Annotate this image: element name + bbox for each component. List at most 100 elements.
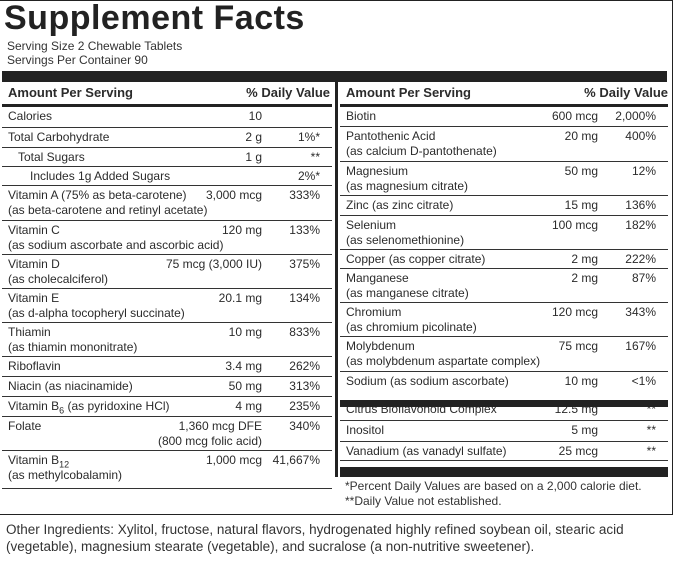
nutrient-daily-value: <1% (631, 374, 656, 388)
nutrient-name: Biotin (346, 109, 377, 123)
right-column-header: Amount Per Serving % Daily Value (340, 82, 668, 107)
nutrient-amount: 600 mcg (551, 109, 598, 123)
dv-header: % Daily Value (584, 85, 668, 100)
nutrient-source: (as manganese citrate) (346, 286, 469, 300)
left-row: Vitamin B12 (as methylcobalamin) 1,000 mcg… (2, 451, 332, 489)
left-row: Folate 1,360 mcg DFE (800 mcg folic acid) 3… (2, 417, 332, 451)
nutrient-daily-value: 182% (625, 218, 656, 232)
nutrient-daily-value: 340% (289, 419, 320, 433)
other-ingredients: Other Ingredients: Xylitol, fructose, na… (6, 522, 624, 554)
nutrient-source: (as methylcobalamin) (8, 468, 123, 482)
left-row: Vitamin A (75% as beta-carotene) (as beta… (2, 186, 332, 221)
nutrient-amount: 10 mg (564, 374, 598, 388)
right-row: Sodium (as sodium ascorbate) 10 mg <1% (340, 372, 668, 392)
nutrient-name: Zinc (as zinc citrate) (346, 198, 454, 212)
left-row: Vitamin D (as cholecalciferol) 75 mcg (3,0… (2, 255, 332, 289)
nutrient-source: (as magnesium citrate) (346, 179, 469, 193)
nutrient-amount: 20 mg (564, 129, 598, 143)
left-row: Total Sugars 1 g ** (2, 148, 332, 167)
nutrient-amount: 120 mcg (551, 305, 598, 319)
right-row: Molybdenum (as molybdenum aspartate compl… (340, 337, 668, 372)
nutrient-daily-value: 262% (289, 359, 320, 373)
nutrient-name: Total Sugars (18, 150, 85, 164)
nutrient-daily-value: 87% (631, 271, 656, 285)
nutrient-name: Includes 1g Added Sugars (30, 169, 171, 183)
nutrient-source: (as d-alpha tocopheryl succinate) (8, 306, 185, 320)
nutrient-source: (as thiamin mononitrate) (8, 340, 138, 354)
nutrient-source: (as molybdenum aspartate complex) (346, 354, 541, 368)
nutrient-amount: 2 mg (571, 271, 598, 285)
left-row: Vitamin B6 (as pyridoxine HCl) 4 mg 235% (2, 397, 332, 417)
nutrient-amount: 3.4 mg (225, 359, 262, 373)
dv-header: % Daily Value (246, 85, 330, 100)
column-divider (335, 82, 338, 477)
right-row: Chromium (as chromium picolinate) 120 mcg 3… (340, 303, 668, 337)
nutrient-daily-value: 375% (289, 257, 320, 271)
nutrient-source: (as beta-carotene and retinyl acetate) (8, 203, 208, 217)
nutrient-daily-value: ** (646, 444, 656, 458)
left-row: Calories 10 (2, 107, 332, 128)
footnote-dv-not-established: **Daily Value not established. (345, 494, 502, 508)
nutrient-amount: 120 mg (221, 223, 262, 237)
nutrient-name: Vitamin C (8, 223, 60, 237)
nutrient-amount: 2 mg (571, 252, 598, 266)
nutrient-amount: 5 mg (571, 423, 598, 437)
amount-header: Amount Per Serving (8, 85, 133, 100)
nutrient-daily-value: ** (646, 402, 656, 416)
nutrient-name: Vanadium (as vanadyl sulfate) (346, 444, 507, 458)
nutrient-daily-value: 2%* (297, 169, 320, 183)
rule-spacer (340, 392, 668, 400)
nutrient-name: Selenium (346, 218, 397, 232)
nutrient-amount: 75 mcg (558, 339, 598, 353)
nutrient-daily-value: 167% (625, 339, 656, 353)
nutrient-daily-value: 1%* (297, 130, 320, 144)
footer-rule (340, 467, 668, 477)
nutrient-name: Vitamin E (8, 291, 60, 305)
left-column-header: Amount Per Serving % Daily Value (2, 82, 332, 107)
right-row: Copper (as copper citrate) 2 mg 222% (340, 250, 668, 269)
panel-title: Supplement Facts (4, 0, 305, 37)
nutrient-daily-value: 333% (289, 188, 320, 202)
serving-size: Serving Size 2 Chewable Tablets (7, 39, 183, 53)
nutrient-name: Magnesium (346, 164, 409, 178)
nutrient-name: Vitamin B6 (as pyridoxine HCl) (8, 399, 170, 416)
servings-per-container: Servings Per Container 90 (7, 53, 148, 67)
nutrient-source: (as calcium D-pantothenate) (346, 144, 497, 158)
amount-header: Amount Per Serving (346, 85, 471, 100)
nutrient-daily-value: 833% (289, 325, 320, 339)
nutrient-amount: 15 mg (564, 198, 598, 212)
nutrient-daily-value: 41,667% (272, 453, 320, 467)
left-row: Includes 1g Added Sugars 2%* (2, 167, 332, 186)
nutrient-source: (as sodium ascorbate and ascorbic acid) (8, 238, 224, 252)
right-row: Selenium (as selenomethionine) 100 mcg 182% (340, 216, 668, 250)
left-row: Vitamin E (as d-alpha tocopheryl succinat… (2, 289, 332, 323)
nutrient-name: Molybdenum (346, 339, 415, 353)
nutrient-name: Pantothenic Acid (346, 129, 436, 143)
nutrient-daily-value: 12% (631, 164, 656, 178)
nutrient-name: Vitamin B12 (8, 453, 70, 470)
nutrient-daily-value: 343% (625, 305, 656, 319)
left-row: Thiamin (as thiamin mononitrate) 10 mg 833% (2, 323, 332, 357)
nutrient-name: Niacin (as niacinamide) (8, 379, 133, 393)
right-column: Amount Per Serving % Daily Value Biotin 6… (340, 82, 668, 461)
nutrient-source: (as selenomethionine) (346, 233, 465, 247)
nutrient-name: Riboflavin (8, 359, 61, 373)
nutrient-daily-value: 136% (625, 198, 656, 212)
nutrient-name: Calories (8, 109, 53, 123)
nutrient-amount: 100 mcg (551, 218, 598, 232)
nutrient-amount: 2 g (245, 130, 262, 144)
header-rule (2, 71, 667, 82)
right-row: Pantothenic Acid (as calcium D-pantothena… (340, 127, 668, 162)
nutrient-daily-value: 313% (289, 379, 320, 393)
left-row: Niacin (as niacinamide) 50 mg 313% (2, 377, 332, 397)
nutrient-amount: 4 mg (235, 399, 262, 413)
nutrient-name: Vitamin D (8, 257, 60, 271)
nutrient-amount: 1,000 mcg (205, 453, 262, 467)
right-row: Biotin 600 mcg 2,000% (340, 107, 668, 127)
nutrient-name: Vitamin A (75% as beta-carotene) (8, 188, 187, 202)
nutrient-daily-value: 400% (625, 129, 656, 143)
nutrient-daily-value: ** (646, 423, 656, 437)
nutrient-amount: 50 mg (228, 379, 262, 393)
nutrient-amount: 20.1 mg (218, 291, 262, 305)
nutrient-name: Sodium (as sodium ascorbate) (346, 374, 509, 388)
